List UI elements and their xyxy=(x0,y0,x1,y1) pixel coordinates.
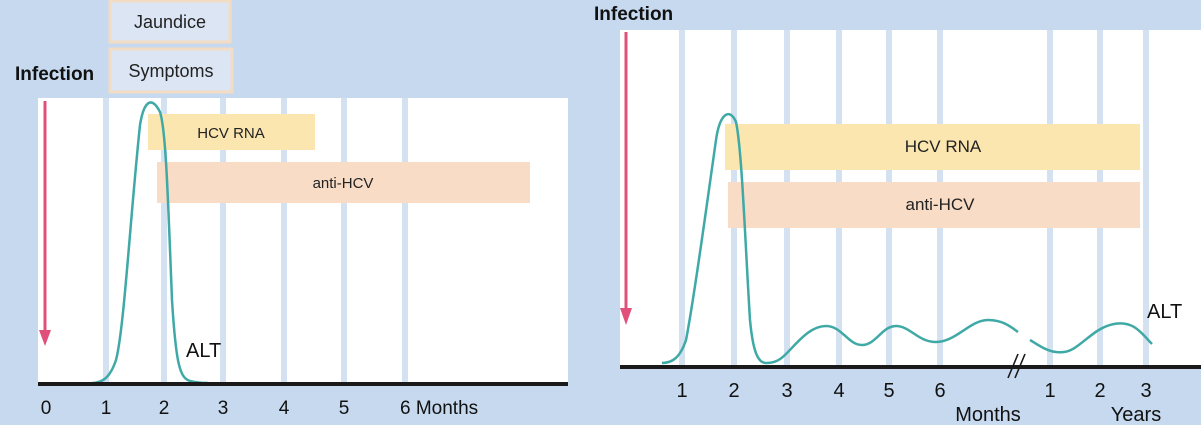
axis-break-icon xyxy=(1007,353,1026,379)
right-months-label: Months xyxy=(955,404,1021,425)
left-tick-label: 0 xyxy=(41,398,52,419)
right-year-tick-label: 1 xyxy=(1044,380,1055,402)
right-anti-hcv-bar xyxy=(728,182,1140,228)
right-hcv-rna-label: HCV RNA xyxy=(905,137,982,156)
left-alt-curve xyxy=(91,101,209,385)
symptoms-box xyxy=(108,47,234,94)
left-alt-label: ALT xyxy=(186,340,221,362)
jaundice-label: Jaundice xyxy=(134,12,206,32)
left-anti-hcv-bar xyxy=(157,162,530,203)
left-infection-arrow-icon xyxy=(39,330,51,346)
right-year-tick-label: 3 xyxy=(1140,380,1151,402)
right-month-tick-label: 1 xyxy=(676,380,687,402)
left-tick-label: 6 Months xyxy=(400,398,478,419)
symptoms-label: Symptoms xyxy=(128,61,213,81)
right-infection-arrow-icon xyxy=(620,308,632,325)
left-hcv-rna-label: HCV RNA xyxy=(197,125,265,142)
right-month-tick-label: 5 xyxy=(883,380,894,402)
left-tick-label: 1 xyxy=(101,398,112,419)
right-years-label: Years xyxy=(1111,404,1161,425)
left-tick-label: 4 xyxy=(279,398,290,419)
right-month-tick-label: 2 xyxy=(728,380,739,402)
right-year-tick-label: 2 xyxy=(1094,380,1105,402)
right-alt-label: ALT xyxy=(1147,301,1182,323)
right-month-tick-label: 6 xyxy=(934,380,945,402)
left-anti-hcv-label: anti-HCV xyxy=(313,175,374,192)
right-infection-label: Infection xyxy=(594,4,673,25)
right-alt-curve-years xyxy=(1029,322,1153,354)
left-infection-label: Infection xyxy=(15,64,94,85)
left-hcv-rna-bar xyxy=(148,114,315,150)
jaundice-box xyxy=(108,0,232,44)
right-hcv-rna-bar xyxy=(725,124,1140,170)
left-tick-label: 3 xyxy=(218,398,229,419)
right-month-tick-label: 3 xyxy=(781,380,792,402)
acute-infection-panel: HCV RNA anti-HCV ALT 0 1 2 3 4 5 6 Month… xyxy=(15,0,568,419)
chronic-infection-panel: HCV RNA anti-HCV ALT 1 2 3 4 5 6 Months … xyxy=(594,4,1201,425)
left-tick-label: 5 xyxy=(339,398,350,419)
right-anti-hcv-label: anti-HCV xyxy=(906,195,976,214)
left-tick-label: 2 xyxy=(159,398,170,419)
right-month-tick-label: 4 xyxy=(833,380,844,402)
right-alt-curve-months xyxy=(661,112,1019,365)
